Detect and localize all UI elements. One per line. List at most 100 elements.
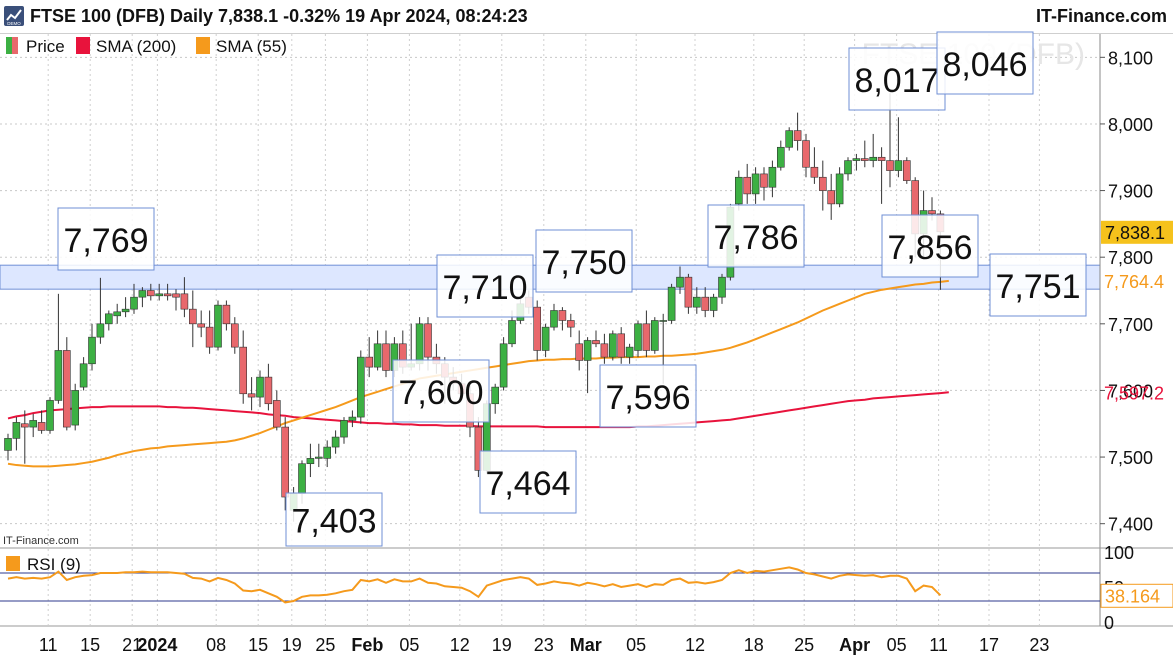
annotation-box [848,47,946,111]
candle-body [415,323,424,365]
candle [113,303,121,324]
y-tick-label: 8,000 [1108,115,1153,135]
x-tick-label: 05 [887,635,907,655]
rsi-last-value: 38.164 [1105,586,1160,606]
candle-body [46,400,54,431]
candle [71,383,79,431]
x-tick-label: 25 [794,635,814,655]
candle-body [231,323,239,348]
candle-body [130,296,138,310]
candle [827,173,836,220]
candle-body [474,426,483,471]
rsi-legend: RSI (9) [6,555,81,574]
demo-logo-text: DEMO [7,21,21,26]
candle [239,330,247,404]
x-tick-label: 25 [315,635,335,655]
candle-body [877,156,886,161]
candle [902,157,911,184]
x-tick-label: 11 [929,635,948,655]
annotation-7600: 7,600 [392,359,490,423]
sma55-value-label: 7,764.4 [1104,272,1164,292]
candle [264,363,273,411]
candle [709,293,718,318]
candle-body [314,456,323,459]
candle [760,167,768,201]
candle-body [222,304,231,325]
candle-body [281,426,290,498]
candle [701,287,710,318]
candle [256,370,264,408]
candle-body [147,290,155,297]
candle-body [886,160,894,171]
candle [205,310,214,354]
last-price-tag [1101,220,1173,244]
candle-body [62,350,71,428]
candle-body [818,176,827,191]
x-tick-label: 23 [1029,635,1049,655]
candle [642,310,651,358]
candle [692,287,701,314]
candle-body [793,130,802,141]
candle-body [642,323,651,351]
candle-body [928,210,936,215]
annotation-7464: 7,464 [479,450,577,514]
candle-body [105,313,113,325]
candle [172,289,180,311]
candle-body [734,176,743,205]
x-tick-label: 08 [206,635,226,655]
candle-body [247,393,256,398]
candle-body [348,416,357,421]
annotation-label: 7,856 [887,229,972,267]
candle [373,330,382,371]
candle [365,337,374,378]
candle-body [776,146,785,168]
candle [20,410,29,464]
annotation-label: 7,464 [485,465,570,503]
annotation-box [285,492,383,547]
candle [356,350,365,424]
candle-body [718,276,726,298]
annotation-box [392,359,490,423]
candle-body [340,420,348,438]
candle [62,337,71,431]
candle-body [659,320,668,322]
candle [79,357,88,391]
candle [818,160,827,211]
rsi-legend-label: RSI (9) [27,555,81,574]
x-tick-label: 19 [492,635,512,655]
candle [155,283,163,301]
candle-body [138,290,147,298]
candle [54,293,63,404]
annotation-label: 8,046 [942,46,1027,84]
candle [600,333,609,364]
candle-body [424,323,432,358]
candle-body [54,350,63,401]
brand-name: IT-Finance.com [1035,6,1167,26]
candle [147,283,155,301]
candle [163,283,172,301]
candle [46,397,54,434]
candle-body [860,158,869,161]
candle-body [634,323,642,351]
candle [793,112,802,151]
candle-body [331,436,340,448]
legend: Price SMA (200) SMA (55) [6,37,287,56]
x-tick-label: 15 [80,635,100,655]
candle [138,287,147,308]
x-tick-label: 05 [626,635,646,655]
candle-body [894,160,903,171]
annotation-label: 7,596 [605,379,690,417]
candle [247,377,256,411]
candle [189,290,197,348]
demo-logo-icon: DEMO [4,6,24,26]
candle-body [608,333,617,358]
candle [331,430,340,454]
y-tick-label: 7,900 [1108,182,1153,202]
candle-body [768,166,777,188]
candle-body [256,376,264,398]
chart-title: FTSE 100 (DFB) Daily 7,838.1 -0.32% 19 A… [30,6,528,26]
legend-sma55: SMA (55) [216,37,287,56]
candle-body [20,423,29,428]
candle [314,443,323,468]
